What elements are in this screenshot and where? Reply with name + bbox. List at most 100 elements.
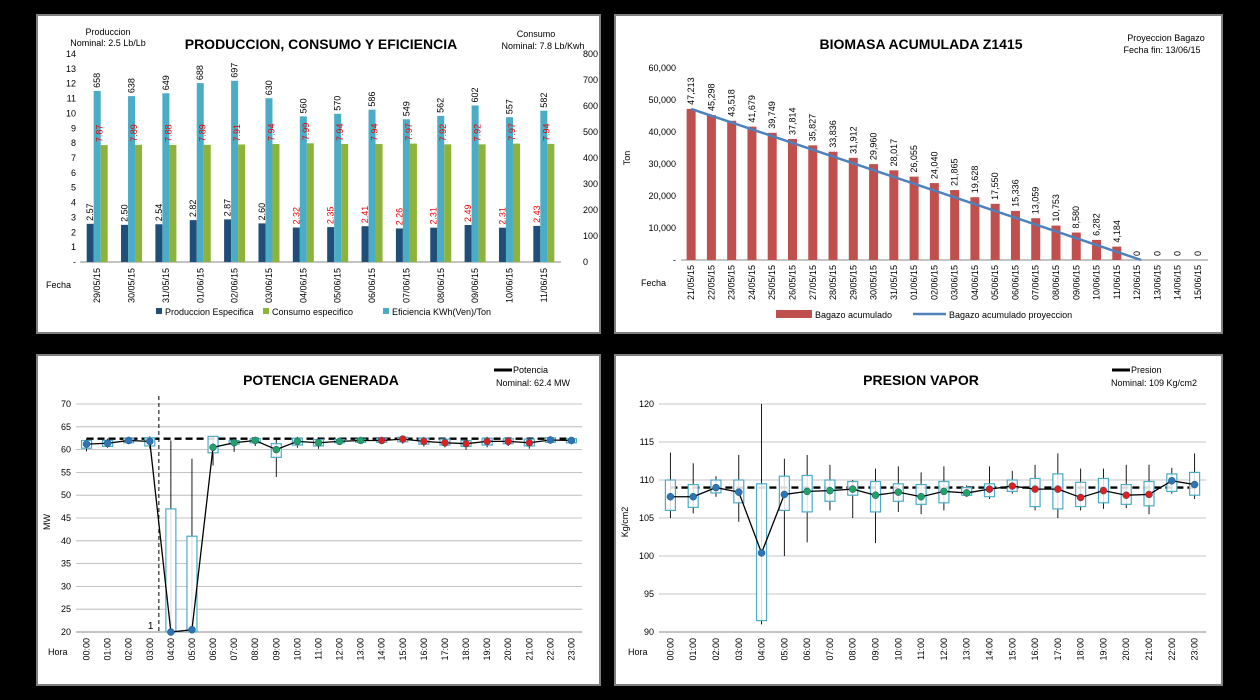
- bar-consumo: [238, 144, 246, 262]
- data-point: [82, 440, 91, 448]
- y-left-tick-label: 12: [66, 79, 76, 89]
- x-axis-label: Hora: [628, 647, 648, 657]
- data-label-produccion: 2.32: [291, 207, 301, 225]
- data-label-bagazo: 10,753: [1051, 194, 1061, 222]
- y-right-tick-label: 700: [583, 75, 598, 85]
- data-point: [567, 436, 576, 445]
- x-tick-label: 03/06/15: [264, 268, 274, 303]
- y-tick-label: 45: [61, 513, 71, 523]
- bar-eficiencia: [471, 105, 479, 262]
- legend-swatch: [383, 308, 389, 314]
- x-tick-label: 24/05/15: [747, 265, 757, 300]
- x-tick-label: 17:00: [1053, 638, 1063, 661]
- data-label-produccion: 2.57: [85, 203, 95, 221]
- data-point: [1076, 493, 1085, 502]
- legend-label: Produccion Especifica: [165, 307, 254, 317]
- y-tick-label: 35: [61, 559, 71, 569]
- x-tick-label: 02/06/15: [929, 265, 939, 300]
- bar-consumo: [100, 145, 108, 262]
- data-label-eficiencia: 557: [504, 99, 514, 114]
- data-label-eficiencia: 570: [333, 96, 343, 111]
- data-point: [1031, 485, 1039, 493]
- data-point: [940, 487, 948, 496]
- y-tick-label: 105: [639, 513, 654, 523]
- biomass-chart: BIOMASA ACUMULADA Z1415 Proyeccion Bagaz…: [622, 33, 1208, 320]
- data-point: [504, 437, 512, 446]
- x-tick-label: 30/05/15: [127, 268, 137, 303]
- x-tick-label: 21:00: [524, 638, 534, 661]
- x-tick-label: 03:00: [145, 638, 155, 661]
- data-point: [103, 439, 112, 447]
- x-tick-label: 01:00: [103, 638, 113, 661]
- data-point: [1122, 491, 1130, 499]
- bar-bagazo: [970, 197, 980, 260]
- note-line1: Proyeccion Bagazo: [1127, 33, 1205, 43]
- data-point: [1054, 485, 1062, 493]
- bar-consumo: [409, 143, 417, 262]
- x-tick-label: 18:00: [461, 638, 471, 661]
- nominal-label: Nominal: 62.4 MW: [496, 378, 571, 388]
- y-tick-label: 95: [644, 589, 654, 599]
- data-label-bagazo: 37,814: [787, 107, 797, 135]
- x-tick-label: 07:00: [229, 638, 239, 661]
- y-right-tick-label: 800: [583, 49, 598, 59]
- x-tick-label: 13/06/15: [1152, 265, 1162, 300]
- x-tick-label: 18:00: [1076, 638, 1086, 661]
- x-tick-label: 03:00: [734, 638, 744, 661]
- x-tick-label: 13:00: [962, 638, 972, 661]
- y-left-tick-label: 4: [71, 198, 76, 208]
- y-right-tick-label: 500: [583, 127, 598, 137]
- data-label-bagazo: 21,865: [950, 159, 960, 187]
- data-label-bagazo: 47,213: [686, 77, 696, 105]
- y-left-tick-label: 3: [71, 212, 76, 222]
- x-tick-label: 05/06/15: [333, 268, 343, 303]
- x-tick-label: 00:00: [82, 638, 92, 661]
- y-tick-label: 40,000: [648, 127, 676, 137]
- data-point: [251, 436, 259, 445]
- x-tick-label: 14:00: [377, 638, 387, 661]
- x-tick-label: 04:00: [166, 638, 176, 661]
- bar-consumo: [306, 143, 314, 262]
- x-tick-label: 08:00: [250, 638, 260, 661]
- range-box: [186, 535, 198, 633]
- data-label-consumo: 7.94: [541, 124, 551, 142]
- chart-title: PRODUCCION, CONSUMO Y EFICIENCIA: [185, 36, 458, 52]
- legend-label: Presion: [1131, 365, 1162, 375]
- note-line2: Fecha fin: 13/06/15: [1123, 45, 1200, 55]
- x-tick-label: 22/05/15: [706, 265, 716, 300]
- data-label-consumo: 7.89: [129, 124, 139, 142]
- data-label-consumo: 7.94: [335, 124, 345, 142]
- x-tick-label: 12:00: [335, 638, 345, 661]
- left-note-line1: Produccion: [85, 27, 130, 37]
- data-label-bagazo: 0: [1152, 251, 1162, 256]
- y-tick-label: 70: [61, 399, 71, 409]
- x-tick-label: 15:00: [1007, 638, 1017, 661]
- bar-eficiencia: [299, 116, 307, 263]
- x-tick-label: 27/05/15: [808, 265, 818, 300]
- bar-bagazo: [686, 108, 696, 261]
- bar-bagazo: [950, 190, 960, 260]
- data-label-bagazo: 6,282: [1092, 213, 1102, 236]
- data-label-bagazo: 0: [1193, 251, 1203, 256]
- data-label-bagazo: 45,298: [706, 84, 716, 112]
- bar-produccion: [224, 219, 232, 262]
- data-label-produccion: 2.87: [223, 199, 233, 217]
- x-tick-label: 23/05/15: [727, 265, 737, 300]
- bar-produccion: [533, 225, 541, 262]
- x-tick-label: 22:00: [545, 638, 555, 661]
- right-note-line2: Nominal: 7.8 Lb/Kwh: [501, 41, 584, 51]
- data-label-consumo: 7.97: [404, 123, 414, 141]
- plot-area: 20 25 30 35 40 45 50 55 60 65 70 00:00 01:00 02:00 03:…: [61, 396, 582, 661]
- data-label-eficiencia: 562: [436, 98, 446, 113]
- y-tick-label: 55: [61, 467, 71, 477]
- y-left-tick-label: 8: [71, 138, 76, 148]
- data-label-bagazo: 24,040: [929, 152, 939, 180]
- bar-bagazo: [1031, 218, 1041, 260]
- x-tick-label: 07/06/15: [401, 268, 411, 303]
- x-tick-label: 02/06/15: [230, 268, 240, 303]
- x-tick-label: 23:00: [566, 638, 576, 661]
- bar-produccion: [327, 227, 335, 262]
- bar-consumo: [272, 144, 280, 262]
- plot-area: -123456789101112131401002003004005006007…: [66, 49, 598, 317]
- y-tick-label: 20: [61, 627, 71, 637]
